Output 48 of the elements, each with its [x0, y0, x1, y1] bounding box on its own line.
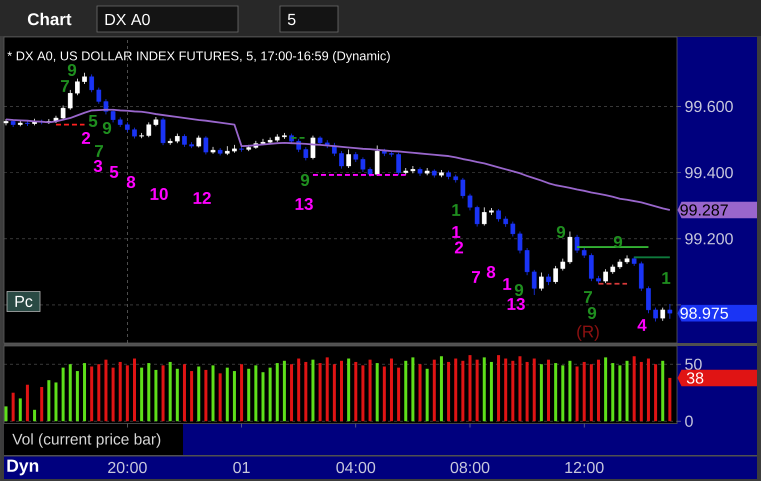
- annotation: 12: [194, 192, 211, 204]
- y-tick-label: 99.200: [685, 233, 733, 244]
- x-tick-label: 01: [233, 462, 250, 474]
- annotation: 9: [102, 122, 112, 134]
- text: DX A0: [106, 14, 150, 26]
- text: Dyn: [7, 460, 38, 476]
- annotation: 8: [126, 176, 136, 188]
- text: * DX A0, US DOLLAR INDEX FUTURES, 5, 17:00-16:59 (Dynamic): [7, 51, 390, 63]
- annotation: 9: [514, 284, 524, 296]
- annotation: 7: [584, 291, 592, 303]
- annotation: 7: [95, 145, 103, 157]
- annotation: 2: [82, 132, 90, 144]
- y-tick-label: 50: [685, 358, 702, 370]
- x-tick-label: 12:00: [565, 462, 604, 474]
- y-tick-label: 99.400: [685, 166, 733, 178]
- annotation: 4: [638, 319, 647, 331]
- annotation: 3: [94, 160, 102, 172]
- text: 38: [686, 372, 704, 384]
- data-label: 99.287: [680, 204, 728, 216]
- x-tick-label: 04:00: [336, 462, 376, 474]
- y-tick-label: 0: [685, 416, 693, 427]
- annotation: 1: [452, 204, 460, 216]
- annotation: 9: [68, 64, 76, 76]
- annotation: 9: [556, 226, 566, 238]
- annotation: 13: [296, 198, 313, 210]
- annotation: 5: [110, 166, 118, 178]
- annotation: 7: [472, 271, 480, 283]
- annotation: 10: [150, 188, 168, 200]
- text: Vol (current price bar): [12, 433, 160, 448]
- annotation: 1: [662, 272, 670, 284]
- annotation: 9: [588, 306, 596, 320]
- annotation: 5: [88, 115, 98, 127]
- y-tick-label: 99.600: [685, 100, 733, 112]
- x-tick-label: 08:00: [450, 462, 490, 474]
- annotation: Pc: [15, 296, 32, 308]
- annotation: 1: [452, 226, 460, 238]
- annotation: (R): [577, 325, 599, 341]
- annotation: 7: [61, 80, 69, 92]
- annotation: 9: [300, 174, 310, 186]
- annotation: 9: [614, 236, 622, 248]
- text: Chart: [28, 12, 72, 26]
- annotation: 2: [454, 242, 464, 254]
- annotation: 8: [486, 266, 496, 278]
- annotation: 1: [503, 278, 512, 290]
- x-tick-label: 20:00: [108, 462, 147, 474]
- text: 98.975: [680, 308, 728, 319]
- annotation: 13: [508, 298, 525, 310]
- text: 5: [288, 14, 296, 26]
